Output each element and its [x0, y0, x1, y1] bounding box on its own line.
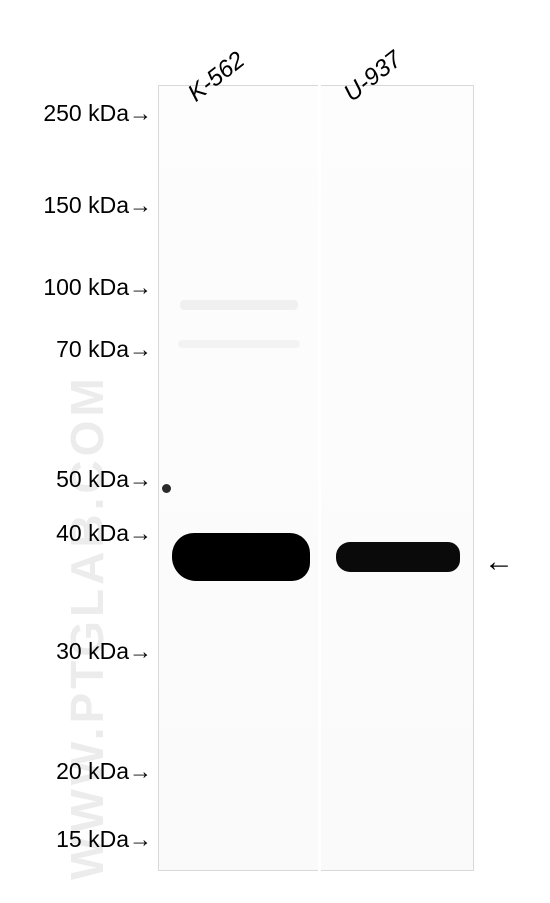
marker-100kda: 100 kDa→ — [43, 274, 152, 301]
marker-arrow-icon: → — [129, 274, 152, 301]
marker-text: 20 kDa — [56, 758, 129, 784]
marker-70kda: 70 kDa→ — [56, 336, 152, 363]
marker-arrow-icon: → — [129, 758, 152, 785]
marker-arrow-icon: → — [129, 826, 152, 853]
lane-region — [158, 85, 474, 871]
faint-band-1 — [180, 300, 298, 310]
target-band-arrow-icon: ← — [484, 545, 514, 579]
watermark-text: WWW.PTGLAB.COM — [60, 374, 114, 880]
marker-text: 50 kDa — [56, 466, 129, 492]
marker-50kda: 50 kDa→ — [56, 466, 152, 493]
band-u937 — [336, 542, 460, 572]
marker-text: 70 kDa — [56, 336, 129, 362]
marker-15kda: 15 kDa→ — [56, 826, 152, 853]
marker-arrow-icon: → — [129, 638, 152, 665]
marker-text: 150 kDa — [43, 192, 129, 218]
marker-arrow-icon: → — [129, 336, 152, 363]
marker-arrow-icon: → — [129, 520, 152, 547]
marker-30kda: 30 kDa→ — [56, 638, 152, 665]
marker-text: 15 kDa — [56, 826, 129, 852]
lane-divider — [318, 85, 321, 871]
marker-20kda: 20 kDa→ — [56, 758, 152, 785]
marker-250kda: 250 kDa→ — [43, 100, 152, 127]
marker-arrow-icon: → — [129, 100, 152, 127]
marker-text: 250 kDa — [43, 100, 129, 126]
ladder-dot-50kda — [162, 484, 171, 493]
band-k562 — [172, 533, 310, 581]
faint-band-2 — [178, 340, 300, 348]
marker-text: 30 kDa — [56, 638, 129, 664]
marker-arrow-icon: → — [129, 192, 152, 219]
marker-text: 100 kDa — [43, 274, 129, 300]
marker-arrow-icon: → — [129, 466, 152, 493]
marker-150kda: 150 kDa→ — [43, 192, 152, 219]
marker-40kda: 40 kDa→ — [56, 520, 152, 547]
blot-container: WWW.PTGLAB.COM K-562 U-937 250 kDa→ 150 … — [0, 0, 550, 903]
marker-text: 40 kDa — [56, 520, 129, 546]
